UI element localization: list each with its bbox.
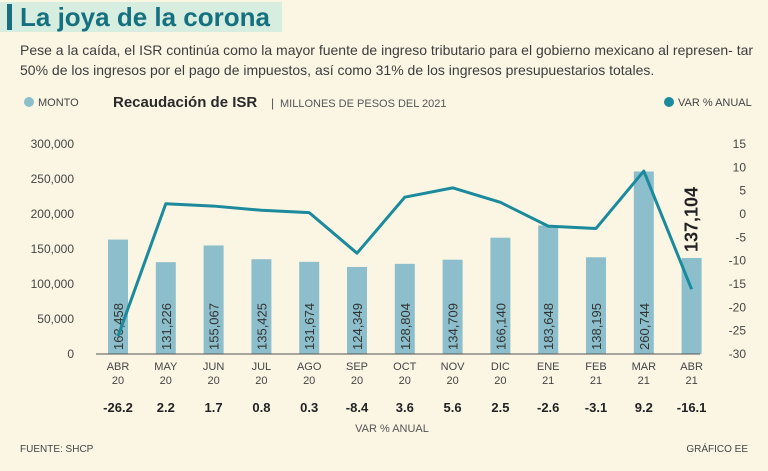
title-accent-bar [7,4,12,30]
y-right-tick-label: -20 [729,300,747,314]
x-tick-label-month: ENE [537,361,560,373]
var-value-label: -3.1 [585,400,607,415]
y-left-tick-label: 50,000 [37,312,74,326]
bar-value-label: 138,195 [589,303,604,350]
y-left-tick-label: 200,000 [31,207,75,221]
legend-bar-swatch [24,97,34,107]
bar-value-label: 166,140 [493,303,508,350]
var-value-label: 5.6 [444,400,462,415]
y-left-tick-label: 300,000 [31,137,75,151]
x-tick-label-year: 21 [590,375,602,387]
var-value-label: -26.2 [103,400,133,415]
var-value-label: 3.6 [396,400,414,415]
bar-value-label: 163,458 [111,303,126,350]
var-value-label: 2.5 [491,400,509,415]
bar-value-label: 128,804 [398,303,413,350]
line-var-anual [116,169,693,337]
x-tick-label-year: 21 [638,375,650,387]
y-right-tick-label: 15 [733,137,747,151]
var-value-label: -2.6 [537,400,559,415]
x-tick-label-month: JUN [203,361,224,373]
y-right-tick-label: 10 [733,160,747,174]
bar-monto [538,225,559,354]
var-value-label: 0.3 [300,400,318,415]
y-left-tick-label: 150,000 [31,242,75,256]
chart-subtitle: MILLONES DE PESOS DEL 2021 [280,98,447,110]
x-tick-label-year: 20 [207,375,219,387]
var-value-label: 9.2 [635,400,653,415]
bar-value-label: 131,674 [302,303,317,350]
title-banner: La joya de la corona [0,2,282,32]
x-tick-label-month: FEB [585,361,606,373]
legend-line-swatch [664,97,674,107]
x-tick-label-month: AGO [297,361,322,373]
bar-monto [155,262,176,354]
var-value-label: -16.1 [677,400,707,415]
legend-line-label: VAR % ANUAL [678,97,752,109]
legend-bar-label: MONTO [38,97,79,109]
chart-main-title: La joya de la corona [20,2,270,32]
bar-monto [394,263,415,354]
bar-value-label: 183,648 [541,303,556,350]
bar-monto [681,258,702,354]
y-right-tick-label: -15 [729,277,747,291]
bar-value-label: 135,425 [254,303,269,350]
bar-value-label: 134,709 [446,303,461,350]
bar-monto [442,259,463,354]
x-tick-label-year: 20 [351,375,363,387]
x-tick-label-year: 20 [160,375,172,387]
x-tick-label-year: 20 [303,375,315,387]
bar-monto [299,261,320,354]
x-tick-label-year: 21 [685,375,697,387]
var-row-label: VAR % ANUAL [355,423,429,435]
y-left-tick-label: 0 [67,347,74,361]
y-right-tick-label: -25 [729,324,747,338]
bar-monto [586,257,606,354]
credit-note: GRÁFICO EE [686,444,748,455]
bar-monto [203,245,224,354]
x-tick-label-year: 20 [255,375,267,387]
x-tick-label-month: OCT [393,361,417,373]
x-tick-label-month: ABR [680,361,703,373]
x-tick-label-month: NOV [441,361,466,373]
y-left-tick-label: 100,000 [31,277,75,291]
x-tick-label-month: SEP [346,361,368,373]
x-tick-label-year: 20 [446,375,458,387]
chart-description: Pese a la caída, el ISR continúa como la… [20,42,754,78]
bar-monto [347,266,367,354]
bar-monto [633,171,654,354]
var-value-label: 0.8 [252,400,270,415]
x-tick-label-year: 20 [112,375,124,387]
x-tick-label-month: DIC [491,361,510,373]
x-tick-label-month: MAY [154,361,178,373]
x-tick-label-month: JUL [252,361,272,373]
y-right-tick-label: 0 [739,207,746,221]
y-right-tick-label: 5 [739,184,746,198]
bar-value-label: 260,744 [637,303,652,350]
x-tick-label-year: 20 [494,375,506,387]
x-tick-label-month: ABR [107,361,130,373]
y-right-tick-label: -30 [729,347,747,361]
var-value-label: 2.2 [157,400,175,415]
bar-value-label: 155,067 [207,303,222,350]
source-note: FUENTE: SHCP [20,444,94,455]
x-tick-label-month: MAR [632,361,657,373]
bar-value-label: 124,349 [350,303,365,350]
y-left-tick-label: 250,000 [31,172,75,186]
bar-value-label-highlight: 137,104 [682,187,702,252]
x-tick-label-year: 21 [542,375,554,387]
bar-monto [490,237,511,354]
bar-value-label: 131,226 [159,303,174,350]
chart-title: Recaudación de ISR [113,94,257,111]
var-value-label: -8.4 [346,400,369,415]
var-value-label: 1.7 [205,400,223,415]
bar-monto [251,259,272,354]
y-right-tick-label: -5 [735,230,746,244]
y-right-tick-label: -10 [729,254,747,268]
x-tick-label-year: 20 [399,375,411,387]
chart-title-divider: | [271,96,274,110]
